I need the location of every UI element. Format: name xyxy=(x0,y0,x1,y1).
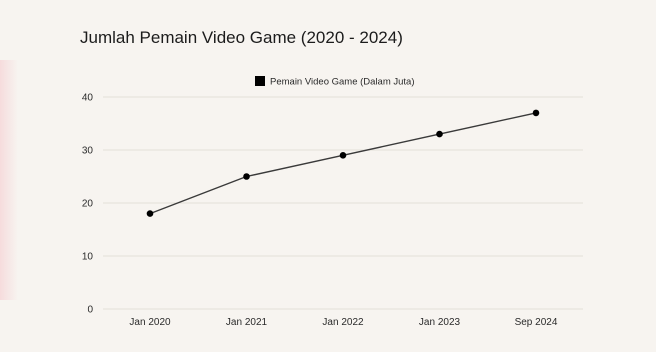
data-point xyxy=(532,109,540,117)
x-axis-tick-labels: Jan 2020 Jan 2021 Jan 2022 Jan 2023 Sep 2024 xyxy=(129,317,557,328)
data-point xyxy=(339,152,347,159)
series-line xyxy=(149,112,537,215)
data-point xyxy=(243,173,250,180)
series-lines xyxy=(149,112,537,215)
grid-lines xyxy=(103,96,583,310)
x-tick-label: Sep 2024 xyxy=(515,317,558,328)
legend-swatch xyxy=(255,76,265,86)
y-tick-label: 10 xyxy=(82,252,94,263)
x-tick-label: Jan 2022 xyxy=(322,317,364,328)
series-points xyxy=(146,109,540,217)
y-tick-label: 40 xyxy=(82,93,94,104)
chart-title: Jumlah Pemain Video Game (2020 - 2024) xyxy=(80,28,403,47)
y-axis-tick-labels: 0 10 20 30 40 xyxy=(82,93,94,316)
y-tick-label: 20 xyxy=(82,199,94,210)
legend-label: Pemain Video Game (Dalam Juta) xyxy=(270,77,415,88)
x-tick-label: Jan 2023 xyxy=(419,317,461,328)
y-tick-label: 0 xyxy=(87,305,93,316)
edge-decoration xyxy=(0,60,18,300)
legend: Pemain Video Game (Dalam Juta) xyxy=(255,76,415,88)
y-tick-label: 30 xyxy=(82,146,94,157)
data-point xyxy=(146,210,154,217)
x-tick-label: Jan 2020 xyxy=(129,317,171,328)
x-tick-label: Jan 2021 xyxy=(226,317,268,328)
data-point xyxy=(436,130,443,138)
